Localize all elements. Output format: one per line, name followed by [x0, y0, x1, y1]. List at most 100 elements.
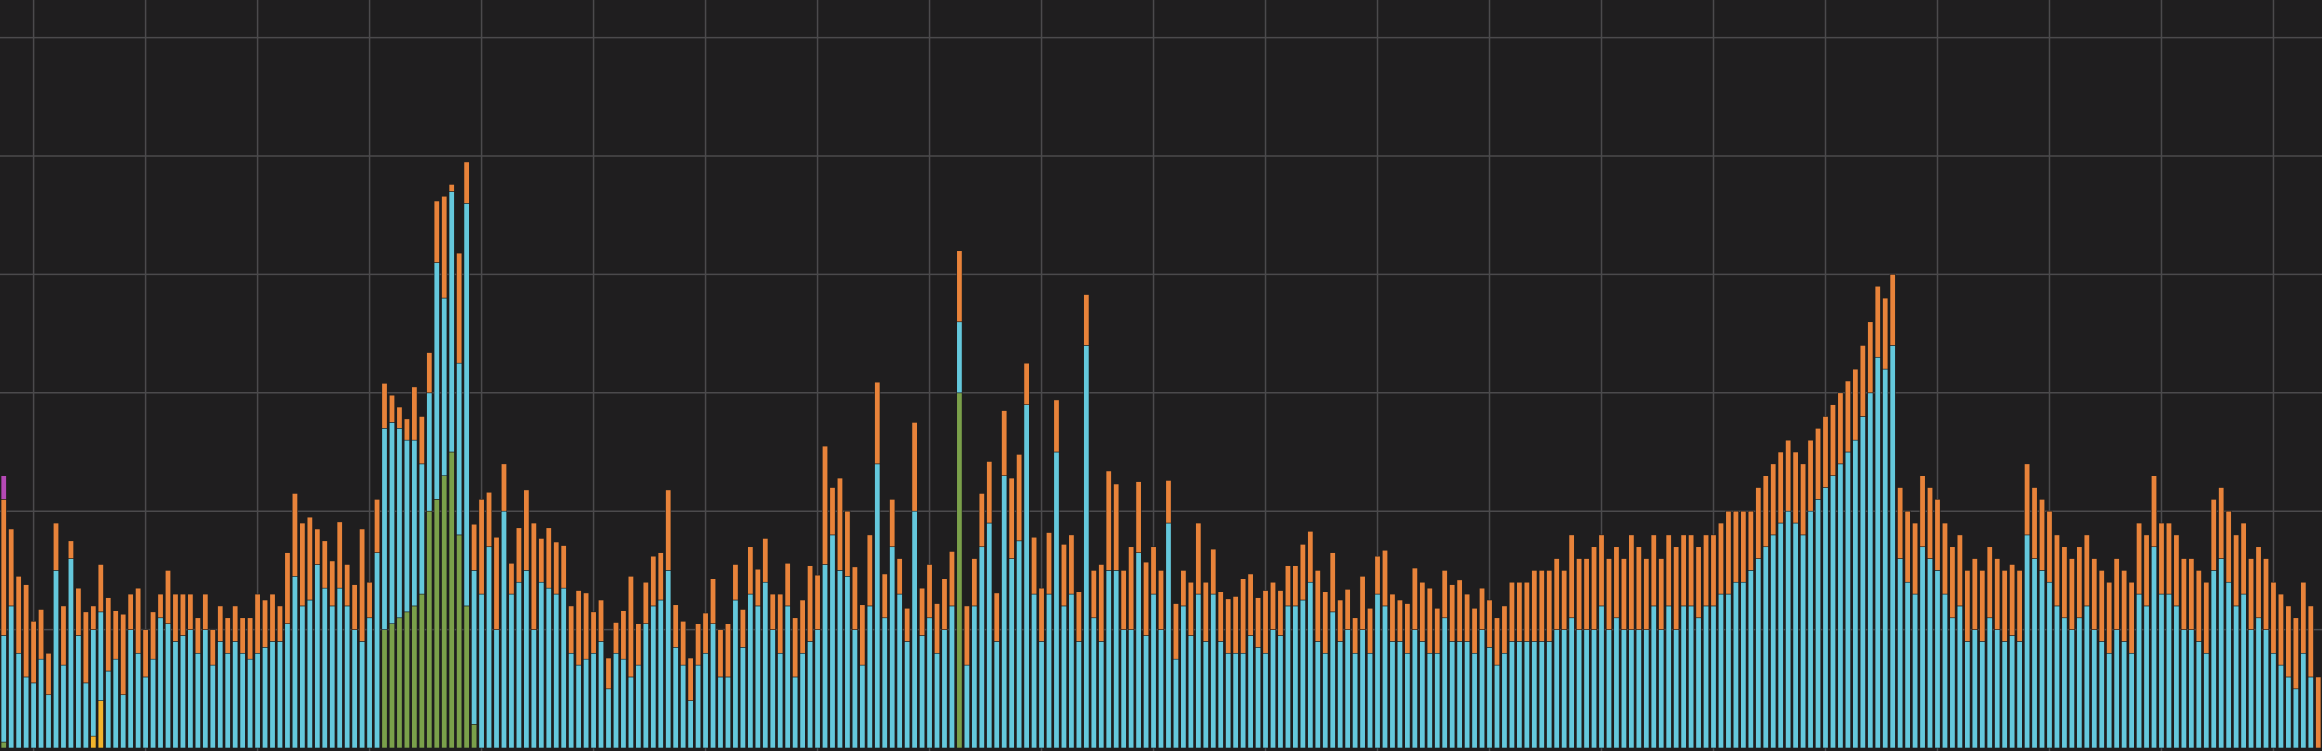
bar-segment — [194, 652, 201, 749]
bar-segment — [8, 605, 15, 749]
bar-segment — [344, 564, 351, 607]
bar-segment — [359, 641, 366, 749]
bar-segment — [2285, 676, 2292, 749]
bar-segment — [1419, 641, 1426, 749]
bar-segment — [97, 564, 104, 613]
bar-segment — [934, 652, 941, 749]
bar-segment — [2255, 546, 2262, 619]
bar-segment — [1299, 544, 1306, 601]
bar-segment — [612, 652, 619, 749]
bar-segment — [194, 617, 201, 654]
bar-segment — [963, 664, 970, 749]
bar-segment — [1292, 605, 1299, 749]
bar-segment — [314, 528, 321, 565]
bar-segment — [202, 593, 209, 630]
bar-segment — [777, 652, 784, 749]
bar-segment — [1367, 652, 1374, 749]
bar-segment — [1187, 581, 1194, 636]
bar-segment — [1785, 510, 1792, 749]
bar-segment — [336, 521, 343, 589]
bar-segment — [471, 523, 478, 571]
bar-segment — [1927, 487, 1934, 559]
bar-segment — [1688, 534, 1695, 607]
bar-segment — [2136, 593, 2143, 749]
bar-segment — [754, 568, 761, 607]
bar-segment — [784, 562, 791, 607]
bar-segment — [1232, 652, 1239, 749]
bar-segment — [403, 418, 410, 441]
bar-segment — [396, 406, 403, 429]
bar-segment — [1270, 581, 1276, 630]
bar-segment — [381, 383, 388, 429]
bar-segment — [2083, 605, 2090, 749]
bar-segment — [448, 184, 455, 192]
bar-segment — [1150, 593, 1157, 749]
bar-segment — [381, 428, 388, 630]
bar-segment — [239, 617, 246, 654]
bar-segment — [2143, 534, 2150, 607]
bar-segment — [1493, 617, 1500, 666]
bar-segment — [306, 599, 313, 749]
bar-segment — [2098, 641, 2105, 749]
bar-segment — [948, 551, 955, 607]
bar-segment — [2218, 487, 2225, 559]
bar-segment — [2024, 463, 2031, 536]
bar-segment — [276, 641, 283, 749]
bar-segment — [2225, 510, 2232, 583]
bar-segment — [627, 576, 634, 678]
bar-segment — [1083, 345, 1090, 749]
bar-segment — [15, 576, 22, 654]
bar-segment — [165, 623, 171, 749]
bar-segment — [1292, 565, 1299, 607]
bar-segment — [568, 605, 575, 654]
bar-segment — [1001, 410, 1008, 476]
bar-segment — [135, 587, 142, 654]
bar-segment — [0, 635, 7, 743]
bar-segment — [680, 621, 687, 666]
bar-segment — [1396, 599, 1403, 642]
bar-segment — [82, 682, 89, 749]
bar-segment — [60, 664, 67, 749]
bar-segment — [179, 593, 186, 636]
bar-segment — [1927, 558, 1934, 749]
bar-segment — [1210, 548, 1217, 595]
bar-segment — [1695, 617, 1702, 749]
bar-segment — [1090, 570, 1097, 619]
bar-segment — [2165, 522, 2172, 595]
bar-segment — [262, 599, 269, 648]
bar-segment — [284, 623, 291, 749]
bar-segment — [456, 534, 463, 749]
bar-segment — [1546, 641, 1553, 749]
bar-segment — [336, 587, 343, 749]
bar-segment — [2277, 664, 2284, 749]
bar-segment — [1329, 552, 1336, 613]
bar-segment — [702, 612, 709, 654]
bar-segment — [217, 641, 224, 749]
bar-segment — [650, 605, 657, 749]
bar-segment — [30, 682, 37, 749]
bar-segment — [724, 676, 731, 749]
bar-segment — [2053, 534, 2060, 607]
bar-segment — [2046, 510, 2053, 583]
bar-segment — [620, 610, 627, 660]
bar-segment — [971, 605, 978, 749]
bar-segment — [388, 623, 395, 749]
bar-segment — [2136, 522, 2143, 595]
bar-segment — [1508, 581, 1515, 642]
bar-segment — [1956, 534, 1963, 607]
bar-segment — [1762, 546, 1769, 749]
bar-segment — [1411, 567, 1418, 630]
bar-segment — [1964, 641, 1971, 749]
bar-segment — [60, 605, 67, 666]
bar-segment — [463, 161, 470, 204]
bar-segment — [2068, 629, 2075, 749]
bar-segment — [1202, 581, 1209, 642]
bar-segment — [2300, 652, 2307, 749]
bar-segment — [2061, 546, 2068, 619]
bar-segment — [433, 200, 440, 263]
bar-segment — [418, 463, 425, 595]
bar-segment — [1561, 629, 1568, 749]
bar-segment — [2240, 593, 2247, 749]
bar-segment — [881, 573, 888, 619]
bar-segment — [1695, 546, 1702, 619]
